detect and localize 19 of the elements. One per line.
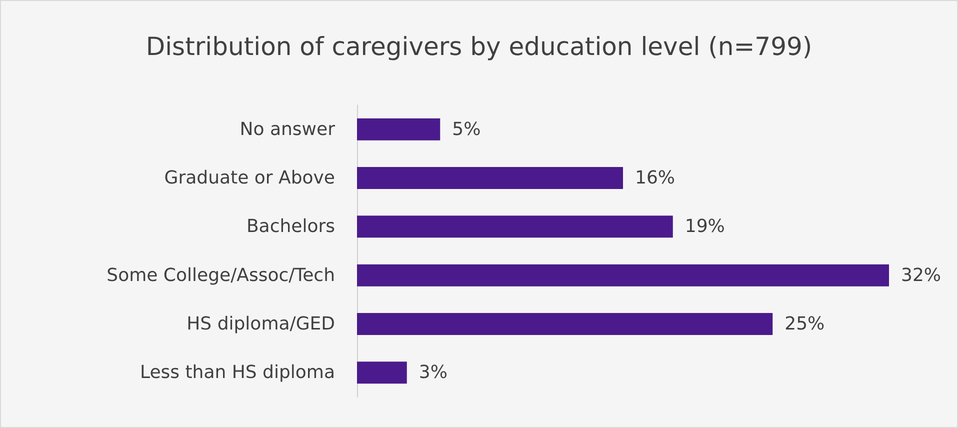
- bar: [357, 118, 440, 140]
- chart-title: Distribution of caregivers by education level (n=799): [146, 32, 812, 61]
- data-label: 3%: [418, 362, 448, 384]
- data-label: 5%: [452, 118, 481, 140]
- bar: [357, 167, 623, 189]
- data-label: 32%: [901, 264, 942, 286]
- y-tick-label: Bachelors: [246, 216, 335, 238]
- y-tick-label: HS diploma/GED: [186, 314, 335, 334]
- y-tick-label: Less than HS diploma: [140, 362, 335, 384]
- y-tick-label: Some College/Assoc/Tech: [106, 264, 335, 286]
- data-label: 16%: [635, 168, 676, 188]
- bar: [357, 216, 673, 238]
- data-label: 19%: [684, 216, 725, 238]
- bar: [357, 264, 889, 286]
- data-label: 25%: [784, 314, 825, 334]
- bar: [357, 362, 407, 384]
- y-tick-label: Graduate or Above: [164, 168, 335, 188]
- bar: [357, 313, 773, 335]
- y-tick-label: No answer: [240, 118, 336, 140]
